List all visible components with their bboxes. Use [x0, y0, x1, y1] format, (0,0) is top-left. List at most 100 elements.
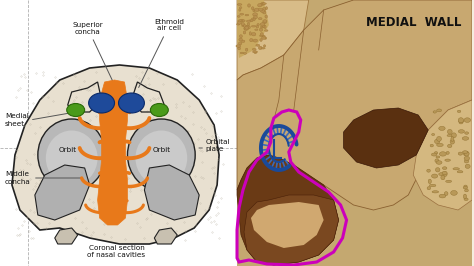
Ellipse shape — [245, 28, 248, 30]
Ellipse shape — [435, 159, 439, 163]
Ellipse shape — [465, 189, 468, 192]
Ellipse shape — [458, 152, 463, 155]
Ellipse shape — [450, 139, 455, 144]
Ellipse shape — [257, 3, 262, 7]
Ellipse shape — [446, 151, 449, 154]
Ellipse shape — [253, 39, 257, 42]
Ellipse shape — [445, 159, 450, 161]
Ellipse shape — [236, 45, 241, 47]
Ellipse shape — [258, 46, 262, 49]
Text: Orbit: Orbit — [59, 147, 77, 153]
Ellipse shape — [463, 186, 468, 189]
Ellipse shape — [427, 169, 430, 172]
Ellipse shape — [442, 167, 447, 169]
Ellipse shape — [258, 18, 262, 20]
Ellipse shape — [447, 135, 453, 136]
Polygon shape — [244, 195, 338, 265]
Ellipse shape — [239, 35, 242, 38]
Ellipse shape — [240, 19, 244, 21]
Ellipse shape — [432, 191, 438, 193]
Ellipse shape — [255, 29, 258, 31]
Ellipse shape — [261, 47, 265, 49]
Polygon shape — [237, 0, 472, 210]
Ellipse shape — [243, 25, 246, 27]
Ellipse shape — [249, 32, 251, 35]
Ellipse shape — [457, 171, 463, 173]
Polygon shape — [145, 165, 199, 220]
Ellipse shape — [263, 7, 266, 11]
Ellipse shape — [442, 171, 447, 175]
Text: MEDIAL  WALL: MEDIAL WALL — [365, 15, 461, 28]
Ellipse shape — [431, 174, 438, 178]
Ellipse shape — [464, 194, 466, 199]
Ellipse shape — [451, 190, 457, 195]
Ellipse shape — [264, 25, 266, 29]
Ellipse shape — [444, 192, 448, 196]
Polygon shape — [237, 0, 309, 80]
Ellipse shape — [246, 20, 251, 22]
Text: Medial
sheet: Medial sheet — [5, 114, 29, 127]
Ellipse shape — [459, 121, 463, 124]
Ellipse shape — [265, 7, 267, 10]
Ellipse shape — [254, 16, 257, 19]
Ellipse shape — [241, 22, 245, 26]
Ellipse shape — [433, 111, 437, 113]
Ellipse shape — [260, 35, 264, 37]
Ellipse shape — [447, 129, 452, 134]
Ellipse shape — [245, 14, 249, 16]
Text: Ethmoid
air cell: Ethmoid air cell — [139, 19, 184, 88]
Ellipse shape — [244, 27, 248, 30]
Ellipse shape — [247, 23, 250, 26]
Ellipse shape — [262, 3, 266, 5]
Ellipse shape — [251, 7, 254, 10]
Ellipse shape — [254, 51, 257, 54]
Ellipse shape — [253, 10, 255, 12]
Ellipse shape — [260, 33, 264, 36]
Ellipse shape — [243, 31, 246, 34]
Ellipse shape — [258, 9, 263, 11]
Ellipse shape — [464, 156, 470, 160]
Ellipse shape — [250, 39, 253, 42]
Text: Middle
concha: Middle concha — [5, 172, 31, 185]
Ellipse shape — [439, 152, 447, 156]
Ellipse shape — [265, 15, 267, 18]
Ellipse shape — [263, 21, 266, 24]
Ellipse shape — [260, 9, 264, 13]
Ellipse shape — [256, 26, 259, 28]
Text: Orbital
plate: Orbital plate — [205, 139, 229, 152]
Ellipse shape — [237, 15, 240, 17]
Ellipse shape — [239, 38, 243, 41]
Ellipse shape — [251, 26, 256, 27]
Bar — [237, 0, 472, 266]
Ellipse shape — [259, 28, 263, 31]
Ellipse shape — [443, 172, 447, 177]
Ellipse shape — [67, 103, 85, 117]
Ellipse shape — [464, 185, 467, 188]
Ellipse shape — [431, 153, 437, 156]
Ellipse shape — [260, 3, 262, 6]
Ellipse shape — [128, 119, 195, 191]
Ellipse shape — [436, 161, 442, 164]
Ellipse shape — [441, 175, 445, 180]
Ellipse shape — [247, 4, 250, 7]
Ellipse shape — [260, 26, 265, 28]
Ellipse shape — [238, 42, 242, 45]
Ellipse shape — [263, 11, 266, 14]
Bar — [0, 0, 237, 266]
Text: Superior
concha: Superior concha — [72, 22, 113, 82]
Ellipse shape — [464, 118, 471, 122]
Polygon shape — [12, 65, 219, 244]
Polygon shape — [237, 0, 269, 58]
Polygon shape — [35, 165, 90, 220]
Ellipse shape — [240, 13, 244, 15]
Ellipse shape — [457, 110, 461, 113]
Ellipse shape — [463, 151, 468, 153]
Ellipse shape — [427, 187, 430, 190]
Ellipse shape — [446, 180, 452, 182]
Ellipse shape — [244, 52, 246, 54]
Ellipse shape — [262, 36, 266, 39]
Polygon shape — [98, 80, 128, 225]
Ellipse shape — [242, 25, 246, 27]
Ellipse shape — [253, 51, 257, 53]
Ellipse shape — [462, 137, 469, 140]
